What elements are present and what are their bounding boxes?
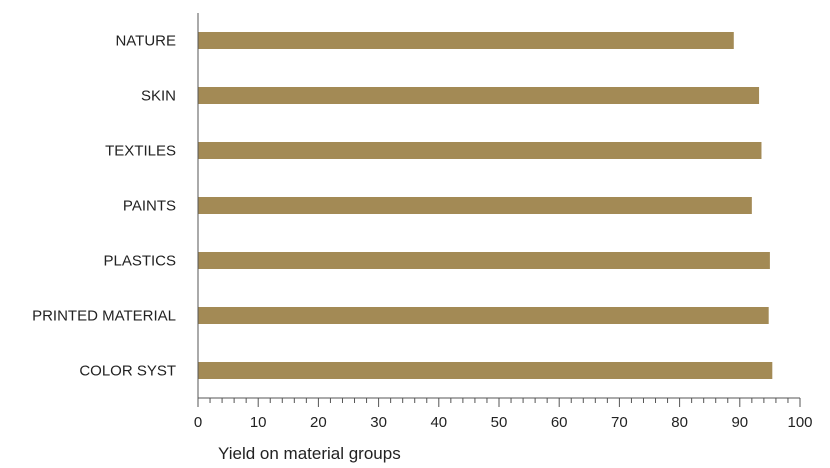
bar-printed-material xyxy=(198,307,769,324)
x-axis-ticks xyxy=(197,398,801,407)
category-label-textiles: TEXTILES xyxy=(105,143,176,160)
bar-textiles xyxy=(198,142,762,159)
bar-paints xyxy=(198,197,752,214)
x-tick-label: 40 xyxy=(430,414,447,431)
bar-nature xyxy=(198,32,734,49)
bar-color-syst xyxy=(198,362,773,379)
x-tick-label: 10 xyxy=(250,414,267,431)
x-axis-tick-labels: 0 10 20 30 40 50 60 70 80 90 100 xyxy=(194,414,813,431)
x-tick-label: 50 xyxy=(491,414,508,431)
x-tick-label: 0 xyxy=(194,414,202,431)
category-label-nature: NATURE xyxy=(115,33,176,50)
category-labels: NATURE SKIN TEXTILES PAINTS PLASTICS PRINTED … xyxy=(32,33,176,380)
category-label-color-syst: COLOR SYST xyxy=(79,363,176,380)
bars-group xyxy=(198,32,773,379)
bar-plastics xyxy=(198,252,770,269)
category-label-printed-material: PRINTED MATERIAL xyxy=(32,308,176,325)
x-tick-label: 30 xyxy=(370,414,387,431)
category-label-skin: SKIN xyxy=(141,88,176,105)
bar-skin xyxy=(198,87,760,104)
x-axis-title: Yield on material groups xyxy=(218,444,401,463)
x-tick-label: 60 xyxy=(551,414,568,431)
x-tick-label: 20 xyxy=(310,414,327,431)
category-label-paints: PAINTS xyxy=(123,198,176,215)
x-tick-label: 90 xyxy=(731,414,748,431)
x-tick-label: 70 xyxy=(611,414,628,431)
category-label-plastics: PLASTICS xyxy=(103,253,176,270)
x-tick-label: 100 xyxy=(787,414,812,431)
x-tick-label: 80 xyxy=(671,414,688,431)
